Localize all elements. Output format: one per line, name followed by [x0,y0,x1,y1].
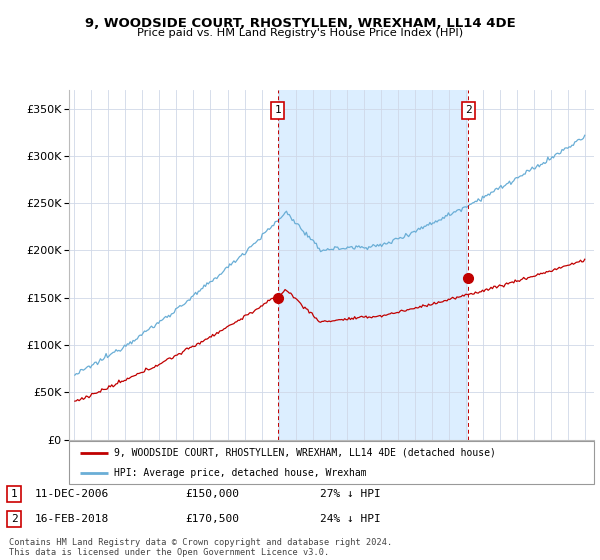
Text: 1: 1 [274,105,281,115]
Text: £170,500: £170,500 [185,514,239,524]
Text: £150,000: £150,000 [185,489,239,499]
Text: HPI: Average price, detached house, Wrexham: HPI: Average price, detached house, Wrex… [113,468,366,478]
Bar [278,90,468,440]
Text: Price paid vs. HM Land Registry's House Price Index (HPI): Price paid vs. HM Land Registry's House … [137,28,463,38]
Text: 27% ↓ HPI: 27% ↓ HPI [320,489,381,499]
Text: 9, WOODSIDE COURT, RHOSTYLLEN, WREXHAM, LL14 4DE: 9, WOODSIDE COURT, RHOSTYLLEN, WREXHAM, … [85,17,515,30]
FancyBboxPatch shape [69,441,594,484]
Text: 9, WOODSIDE COURT, RHOSTYLLEN, WREXHAM, LL14 4DE (detached house): 9, WOODSIDE COURT, RHOSTYLLEN, WREXHAM, … [113,447,496,458]
Text: 24% ↓ HPI: 24% ↓ HPI [320,514,381,524]
Text: 2: 2 [11,514,17,524]
Text: 16-FEB-2018: 16-FEB-2018 [35,514,109,524]
Text: 11-DEC-2006: 11-DEC-2006 [35,489,109,499]
Text: 1: 1 [11,489,17,499]
Text: Contains HM Land Registry data © Crown copyright and database right 2024.
This d: Contains HM Land Registry data © Crown c… [9,538,392,557]
Text: 2: 2 [465,105,472,115]
